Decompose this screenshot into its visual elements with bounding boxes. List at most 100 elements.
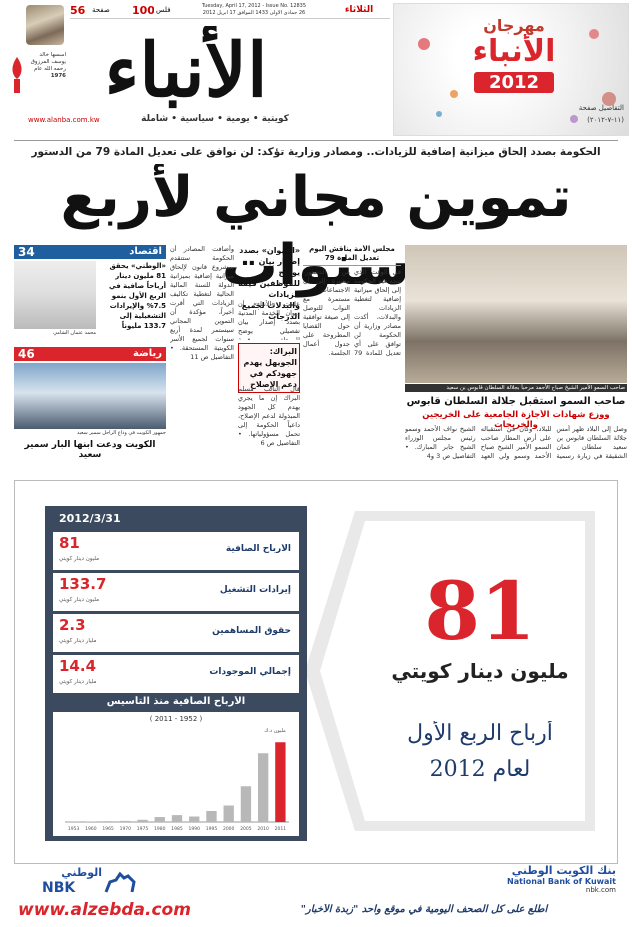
figure-label: إيرادات التشغيل [219, 585, 291, 595]
x-tick-label: 2010 [257, 826, 269, 832]
logo-ar: الوطني [61, 866, 102, 879]
economy-bar: 34 اقتصاد [14, 245, 166, 259]
amir-photo [405, 245, 627, 383]
bar [206, 811, 217, 822]
sports-caption: جمهور الكويت في وداع الراحل سمير سعيد [77, 430, 166, 436]
x-tick-label: 1980 [154, 826, 166, 832]
festival-details: التفاصيل صفحة [578, 104, 624, 112]
barrak-body: قال النائب مسلم البراك إن ما يجري يهدم ك… [238, 385, 300, 447]
council-headline: مجلس الأمة يناقش اليوم تعديل المادة 79 [303, 245, 401, 266]
bar [257, 753, 269, 822]
nbk-logo-right: بنك الكويت الوطني National Bank of Kuwai… [430, 864, 616, 900]
sports-bar: 46 رياضة [14, 347, 166, 361]
x-tick-label: 2011 [275, 826, 287, 832]
festival-brand: الأنباء [472, 34, 556, 69]
x-tick-label: 1985 [171, 826, 183, 832]
logo: الأنباء [104, 28, 268, 114]
big-value: 81 [424, 566, 536, 656]
pages-unit: صفحة [92, 6, 110, 14]
diwan-body: علمت «الأنباء» أن ديوان الخدمة المدنية ب… [238, 300, 300, 340]
x-tick-label: 1965 [102, 826, 114, 832]
figure-value: 81 [59, 534, 80, 552]
sports-headline: الكويت ودعت ابنها البار سمير سعيد [24, 440, 156, 460]
figure-row: 133.7 مليون دينار كويتي إيرادات التشغيل [53, 573, 299, 611]
x-tick-label: 1990 [189, 826, 201, 832]
chart-area: ( 2011 - 1952 ) مليون د.ك 1953 1960 1965 19… [53, 712, 299, 836]
amir-body: وصل إلى البلاد ظهر أمس جلالة السلطان قاب… [405, 425, 627, 460]
sports-section: رياضة [133, 348, 162, 359]
founder-note: أسسها خالد يوسف المرزوق رحمه الله عام 19… [24, 52, 66, 94]
lead-kicker: الحكومة بصدد إلحاق ميزانية إضافية للزياد… [31, 146, 601, 158]
ad-panel: 2012/3/31 81 مليون دينار كويتي الأرباح الص… [45, 506, 307, 841]
figure-unit: مليار دينار كويتي [59, 638, 97, 644]
footer-text: اطلع على كل الصحف اليومية في موقع واحد "… [300, 904, 548, 915]
figure-unit: مليون دينار كويتي [59, 597, 100, 603]
pages: 56 [70, 4, 86, 17]
festival-year: 2012 [474, 72, 554, 93]
figure-row: 14.4 مليار دينار كويتي إجمالي الموجودات [53, 655, 299, 693]
x-tick-label: 1953 [68, 826, 80, 832]
website: www.alanba.com.kw [28, 116, 100, 124]
amir-caption: صاحب السمو الأمير الشيخ صباح الأحمد مرحب… [405, 384, 627, 392]
economy-page: 34 [18, 245, 35, 259]
figure-label: الأرباح الصافية [225, 544, 291, 554]
big-unit: مليون دينار كويتي [391, 659, 569, 683]
lead-body: وأضافت المصادر أن الحكومة ستتقدم بمشروع … [170, 245, 234, 361]
council-body: في الوقت الذي تتجه فيه الحكومة إلى إلحاق… [303, 268, 401, 357]
barrak-headline: البراك: الجويهل يهدم جهودكم في دعم الإصل… [238, 343, 300, 393]
chart-title: الأرباح الصافية منذ التأسيس [106, 696, 246, 707]
bar [223, 805, 234, 822]
diwan-headline: «الديوان» بصدد إصدار بيان يوضح للموظفين … [238, 246, 300, 321]
figure-unit: مليون دينار كويتي [59, 556, 100, 562]
bar [137, 819, 148, 822]
bank-en: National Bank of Kuwait [507, 877, 616, 886]
festival-title: مهرجان [483, 16, 545, 35]
day: الثلاثاء [344, 5, 374, 15]
x-tick-label: 2005 [240, 826, 252, 832]
sports-photo [14, 363, 166, 429]
bank-ar: بنك الكويت الوطني [511, 864, 616, 877]
tagline: كويتية • يومية • سياسية • شاملة [141, 114, 289, 124]
figure-value: 133.7 [59, 575, 107, 593]
bar [240, 786, 252, 822]
lead-headline: تموين مجاني لأربع سنوات [60, 165, 572, 298]
amir-headline-2: ووزع شهادات الأجازة الجامعية على الخريجي… [422, 410, 610, 430]
economy-caption: محمد عثمان الشامي [53, 330, 96, 336]
x-tick-label: 2000 [223, 826, 235, 832]
ad-tagline-1: أرباح الربع الأول [407, 721, 553, 746]
bar [102, 821, 114, 822]
flame-icon [12, 57, 22, 93]
ad-tagline-2: لعام 2012 [429, 757, 531, 782]
footer-site[interactable]: www.alzebda.com [18, 900, 191, 920]
festival-dates: (١١-٧-٢٠١٢) [587, 116, 624, 124]
nbk-ad: 2012/3/31 81 مليون دينار كويتي الأرباح الص… [14, 480, 618, 864]
date-en: Tuesday, April 17, 2012 - Issue No. 1283… [201, 3, 307, 9]
bar [120, 820, 131, 822]
bar [275, 742, 286, 822]
ad-diamond [305, 511, 595, 831]
nbk-logo-left: الوطني NBK [34, 866, 144, 898]
x-tick-label: 1970 [120, 826, 132, 832]
festival-banner: مهرجان الأنباء 2012 التفاصيل صفحة (١١-٧-… [393, 3, 629, 136]
x-tick-label: 1975 [137, 826, 149, 832]
camel-icon [104, 871, 136, 893]
x-tick-label: 1960 [85, 826, 97, 832]
bar [85, 821, 97, 822]
bar [189, 816, 200, 822]
price: 100 [132, 4, 154, 17]
founder-text: أسسها خالد يوسف المرزوق رحمه الله عام [30, 52, 66, 72]
figure-label: إجمالي الموجودات [209, 667, 291, 677]
info-strip: الثلاثاء Tuesday, April 17, 2012 - Issue… [70, 3, 390, 19]
figure-row: 81 مليون دينار كويتي الأرباح الصافية [53, 532, 299, 570]
chart-subtitle: ( 2011 - 1952 ) [149, 715, 203, 723]
figure-label: حقوق المساهمين [212, 626, 291, 636]
bar [171, 815, 183, 822]
sports-page: 46 [18, 347, 35, 361]
logo-en: NBK [42, 880, 76, 896]
date-ar: 26 جمادى الأولى 1433 الموافق 17 أبريل 20… [202, 10, 306, 16]
x-tick-label: 1995 [206, 826, 218, 832]
ad-items: 81 مليون دينار كويتي الأرباح الصافية 133.7 م… [53, 532, 299, 697]
amir-headline-1: صاحب السمو استقبل جلالة السلطان قابوس [406, 396, 626, 407]
economy-photo [14, 261, 96, 329]
